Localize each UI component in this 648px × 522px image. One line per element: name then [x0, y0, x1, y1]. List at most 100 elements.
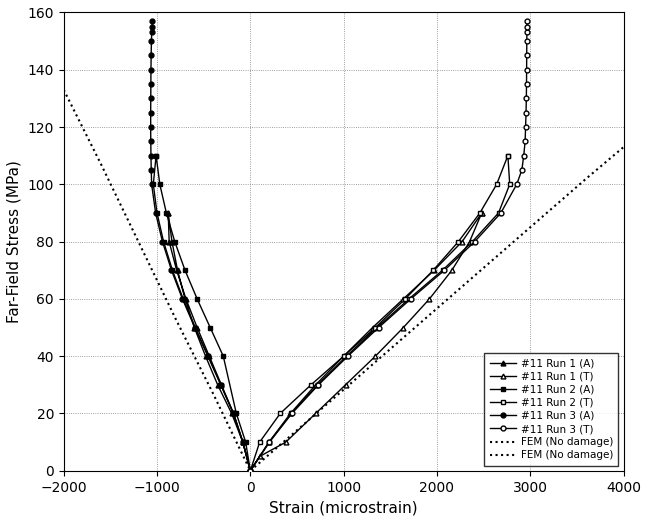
#11 Run 3 (A) [148, 38, 156, 44]
#11 Run 1 (T) [426, 296, 434, 302]
FEM (No damage) [470, 273, 478, 279]
#11 Run 1 (T) [399, 324, 407, 330]
Line: #11 Run 2 (A): #11 Run 2 (A) [154, 153, 253, 473]
#11 Run 2 (T) [430, 267, 437, 274]
#11 Run 3 (T) [523, 38, 531, 44]
FEM (No damage) [135, 239, 143, 245]
#11 Run 2 (T) [340, 353, 347, 359]
#11 Run 3 (A) [147, 152, 155, 159]
#11 Run 2 (A) [220, 353, 227, 359]
#11 Run 3 (A) [147, 110, 155, 116]
#11 Run 3 (T) [520, 152, 527, 159]
#11 Run 3 (A) [147, 81, 155, 87]
FEM (No damage) [246, 468, 254, 474]
X-axis label: Strain (microstrain): Strain (microstrain) [270, 500, 418, 515]
FEM (No damage) [60, 87, 67, 93]
#11 Run 2 (A) [163, 210, 170, 216]
#11 Run 1 (T) [466, 239, 474, 245]
#11 Run 2 (A) [193, 296, 201, 302]
#11 Run 3 (T) [288, 410, 295, 417]
#11 Run 1 (A) [228, 410, 236, 417]
#11 Run 1 (T) [371, 353, 379, 359]
#11 Run 3 (T) [471, 239, 479, 245]
#11 Run 1 (A) [246, 468, 254, 474]
#11 Run 3 (T) [522, 124, 529, 130]
#11 Run 2 (T) [246, 468, 254, 474]
#11 Run 2 (T) [504, 152, 512, 159]
#11 Run 3 (T) [266, 439, 273, 445]
#11 Run 1 (A) [202, 353, 209, 359]
#11 Run 2 (T) [454, 239, 462, 245]
#11 Run 2 (T) [256, 439, 264, 445]
#11 Run 3 (T) [523, 29, 531, 35]
#11 Run 1 (T) [478, 210, 485, 216]
#11 Run 1 (T) [448, 267, 456, 274]
#11 Run 3 (A) [246, 468, 254, 474]
#11 Run 2 (T) [476, 210, 484, 216]
#11 Run 3 (T) [497, 210, 505, 216]
#11 Run 2 (A) [233, 410, 240, 417]
#11 Run 3 (A) [204, 353, 212, 359]
Line: FEM (No damage): FEM (No damage) [250, 147, 623, 471]
#11 Run 3 (A) [148, 23, 156, 30]
#11 Run 3 (T) [407, 296, 415, 302]
Line: #11 Run 2 (T): #11 Run 2 (T) [248, 153, 510, 473]
#11 Run 1 (T) [246, 468, 254, 474]
#11 Run 1 (T) [312, 410, 319, 417]
Line: #11 Run 3 (A): #11 Run 3 (A) [148, 19, 253, 473]
FEM (No damage) [172, 316, 179, 322]
#11 Run 2 (A) [242, 439, 249, 445]
FEM (No damage) [583, 175, 590, 182]
Line: #11 Run 1 (T): #11 Run 1 (T) [248, 210, 484, 473]
#11 Run 1 (T) [341, 382, 349, 388]
#11 Run 3 (A) [148, 18, 156, 24]
#11 Run 1 (A) [168, 239, 176, 245]
Line: #11 Run 1 (A): #11 Run 1 (A) [166, 210, 253, 473]
#11 Run 3 (T) [513, 181, 520, 187]
#11 Run 2 (T) [371, 324, 379, 330]
#11 Run 1 (A) [191, 324, 198, 330]
#11 Run 3 (T) [344, 353, 352, 359]
#11 Run 1 (T) [256, 453, 264, 459]
#11 Run 3 (T) [246, 468, 254, 474]
Line: #11 Run 3 (T): #11 Run 3 (T) [248, 19, 529, 473]
#11 Run 3 (T) [523, 67, 531, 73]
#11 Run 3 (A) [147, 67, 155, 73]
FEM (No damage) [619, 144, 627, 150]
#11 Run 3 (A) [229, 410, 237, 417]
#11 Run 3 (A) [148, 181, 156, 187]
#11 Run 3 (A) [147, 138, 155, 145]
#11 Run 3 (T) [522, 110, 530, 116]
#11 Run 3 (A) [178, 296, 186, 302]
#11 Run 3 (T) [523, 18, 531, 24]
#11 Run 3 (A) [191, 324, 199, 330]
#11 Run 3 (T) [521, 138, 529, 145]
#11 Run 2 (A) [156, 181, 164, 187]
#11 Run 2 (T) [276, 410, 284, 417]
FEM (No damage) [414, 322, 422, 328]
#11 Run 3 (A) [147, 124, 155, 130]
#11 Run 3 (T) [441, 267, 448, 274]
#11 Run 2 (A) [152, 152, 160, 159]
FEM (No damage) [209, 390, 217, 397]
#11 Run 2 (A) [206, 324, 214, 330]
#11 Run 3 (A) [168, 267, 176, 274]
#11 Run 3 (T) [523, 23, 531, 30]
FEM (No damage) [97, 161, 105, 168]
Y-axis label: Far-Field Stress (MPa): Far-Field Stress (MPa) [7, 160, 22, 323]
#11 Run 3 (A) [147, 95, 155, 101]
FEM (No damage) [303, 419, 310, 425]
#11 Run 2 (A) [246, 468, 254, 474]
#11 Run 3 (A) [159, 239, 167, 245]
#11 Run 1 (A) [174, 267, 181, 274]
#11 Run 3 (T) [522, 95, 530, 101]
#11 Run 1 (T) [282, 439, 290, 445]
#11 Run 2 (A) [181, 267, 189, 274]
#11 Run 3 (T) [523, 52, 531, 58]
Line: FEM (No damage): FEM (No damage) [64, 90, 250, 471]
#11 Run 3 (T) [375, 324, 382, 330]
#11 Run 1 (A) [214, 382, 222, 388]
FEM (No damage) [358, 370, 366, 376]
#11 Run 3 (A) [152, 210, 159, 216]
#11 Run 1 (A) [181, 296, 189, 302]
